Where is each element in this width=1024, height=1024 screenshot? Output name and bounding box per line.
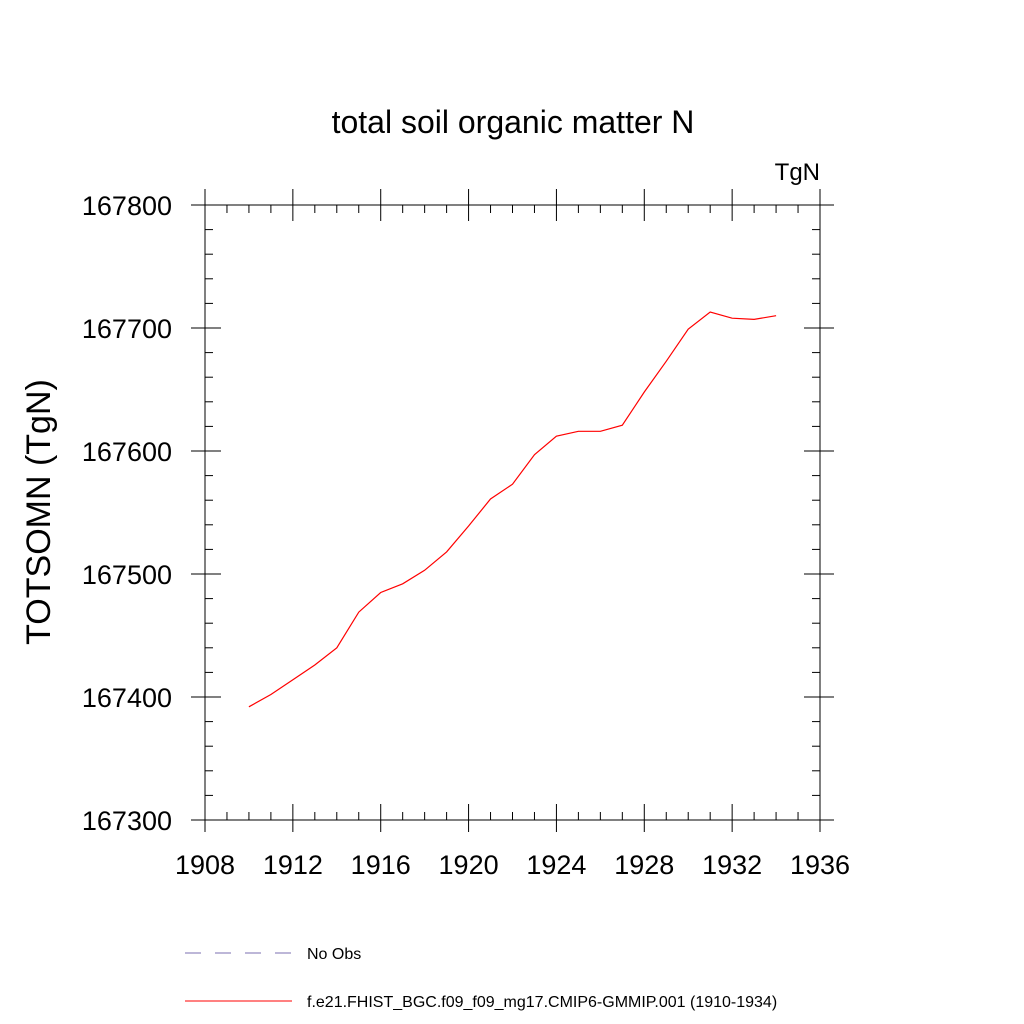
minor-ticks <box>205 205 820 820</box>
x-tick-label: 1920 <box>439 850 499 880</box>
series-line <box>248 311 777 708</box>
y-tick-label: 167500 <box>82 560 172 590</box>
legend: No Obs f.e21.FHIST_BGC.f09_f09_mg17.CMIP6… <box>185 946 777 1011</box>
y-tick-label: 167600 <box>82 437 172 467</box>
x-tick-label: 1932 <box>702 850 762 880</box>
y-tick-label: 167300 <box>82 806 172 836</box>
x-tick-label: 1916 <box>351 850 411 880</box>
y-tick-label: 167400 <box>82 683 172 713</box>
tick-labels: 1908 1912 1916 1920 1924 1928 1932 1936 167300 16… <box>82 191 850 880</box>
y-axis-label: TOTSOMN (TgN) <box>20 379 58 645</box>
x-tick-label: 1912 <box>263 850 323 880</box>
x-tick-label: 1928 <box>614 850 674 880</box>
units-label: TgN <box>775 159 820 186</box>
x-tick-label: 1936 <box>790 850 850 880</box>
x-tick-label: 1924 <box>526 850 586 880</box>
x-tick-label: 1908 <box>175 850 235 880</box>
series-layer <box>248 311 777 708</box>
legend-label: No Obs <box>307 946 361 963</box>
major-ticks <box>191 189 834 832</box>
chart-title: total soil organic matter N <box>332 104 695 140</box>
plot-frame <box>204 204 821 821</box>
legend-label: f.e21.FHIST_BGC.f09_f09_mg17.CMIP6-GMMIP… <box>307 994 777 1011</box>
y-tick-label: 167700 <box>82 314 172 344</box>
y-tick-label: 167800 <box>82 191 172 221</box>
